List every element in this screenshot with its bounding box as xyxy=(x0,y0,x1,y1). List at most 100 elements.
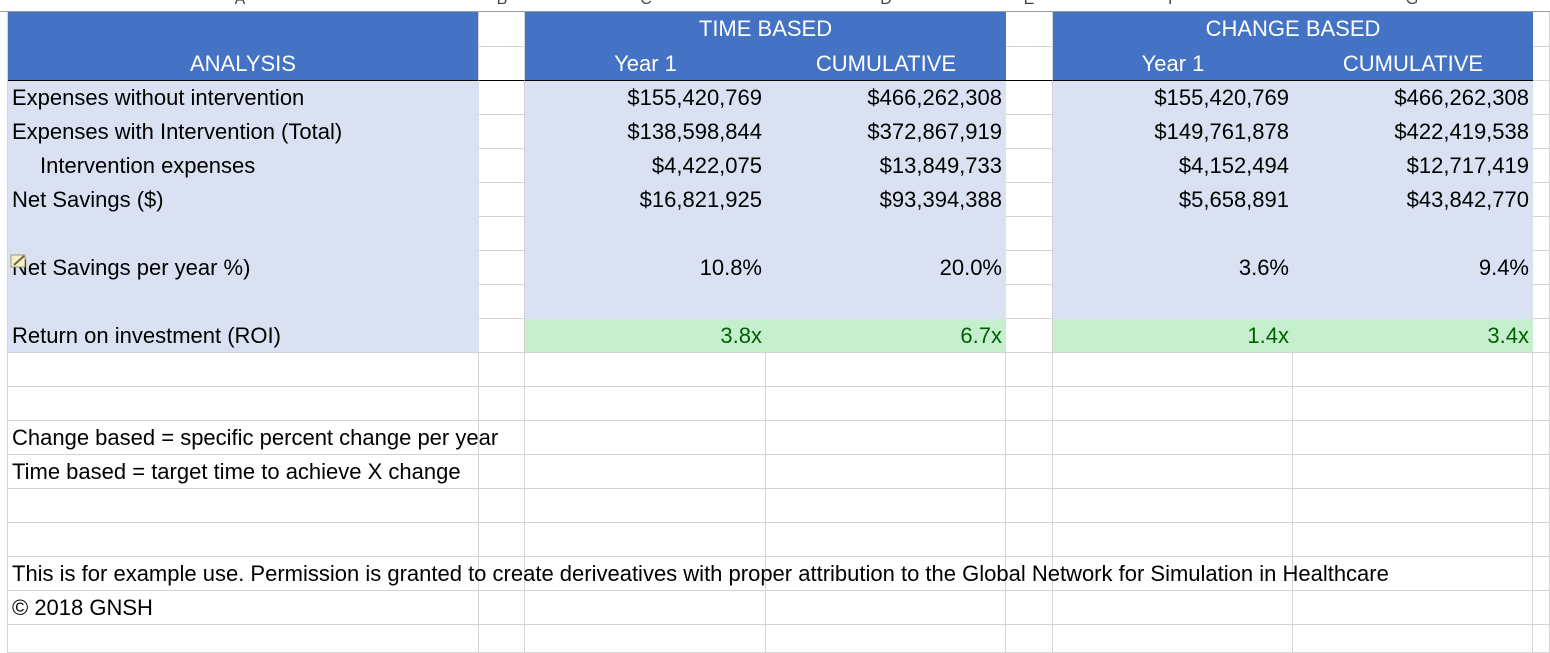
cell-b5[interactable] xyxy=(479,149,525,183)
cell-a7[interactable] xyxy=(8,217,479,251)
grid-cell[interactable] xyxy=(1293,557,1533,591)
note-time-based[interactable]: Time based = target time to achieve X ch… xyxy=(12,459,461,484)
grid-cell[interactable] xyxy=(766,455,1006,489)
grid-cell[interactable] xyxy=(1053,421,1293,455)
grid-cell[interactable] xyxy=(766,523,1006,557)
row-label-expenses-without[interactable]: Expenses without intervention xyxy=(8,81,479,115)
grid-cell[interactable] xyxy=(766,353,1006,387)
cb-year1-expenses-without[interactable]: $155,420,769 xyxy=(1053,81,1293,115)
grid-cell[interactable] xyxy=(525,591,766,625)
grid-cell[interactable] xyxy=(1006,523,1053,557)
row-label-intervention-expenses[interactable]: Intervention expenses xyxy=(8,149,479,183)
grid-cell[interactable] xyxy=(1533,489,1550,523)
note-change-based[interactable]: Change based = specific percent change p… xyxy=(12,425,499,450)
grid-cell[interactable] xyxy=(1006,353,1053,387)
grid-cell[interactable] xyxy=(525,421,766,455)
grid-cell[interactable] xyxy=(479,489,525,523)
tb-year1-net-savings[interactable]: $16,821,925 xyxy=(525,183,766,217)
grid-cell[interactable] xyxy=(1533,523,1550,557)
grid-cell[interactable] xyxy=(479,353,525,387)
cell-b3[interactable] xyxy=(479,81,525,115)
cell-a9[interactable] xyxy=(8,285,479,319)
tb-cum-expenses-without[interactable]: $466,262,308 xyxy=(766,81,1006,115)
grid-cell[interactable] xyxy=(479,421,525,455)
row-label-roi[interactable]: Return on investment (ROI) xyxy=(8,319,479,353)
grid-cell[interactable] xyxy=(1053,387,1293,421)
grid-cell[interactable] xyxy=(1533,387,1550,421)
cell-e1[interactable] xyxy=(1006,12,1053,47)
grid-cell[interactable] xyxy=(1053,455,1293,489)
cell-h4[interactable] xyxy=(1533,115,1550,149)
cell-h6[interactable] xyxy=(1533,183,1550,217)
tb-cum-net-savings-percent[interactable]: 20.0% xyxy=(766,251,1006,285)
grid-cell[interactable] xyxy=(479,557,525,591)
cell-h8[interactable] xyxy=(1533,251,1550,285)
grid-cell[interactable] xyxy=(766,421,1006,455)
cell-b2[interactable] xyxy=(479,47,525,81)
cell-e4[interactable] xyxy=(1006,115,1053,149)
grid-cell[interactable] xyxy=(8,421,479,455)
grid-cell[interactable] xyxy=(1533,353,1550,387)
grid-cell[interactable] xyxy=(1053,523,1293,557)
cell-e8[interactable] xyxy=(1006,251,1053,285)
grid-cell[interactable] xyxy=(1053,557,1293,591)
grid-cell[interactable] xyxy=(1006,421,1053,455)
cb-cum-roi[interactable]: 3.4x xyxy=(1293,319,1533,353)
cell-e7[interactable] xyxy=(1006,217,1053,251)
column-letter-b[interactable]: B xyxy=(482,0,522,9)
grid-cell[interactable] xyxy=(479,455,525,489)
tb-year1-expenses-without[interactable]: $155,420,769 xyxy=(525,81,766,115)
column-letter-e[interactable]: E xyxy=(1009,0,1049,9)
grid-cell[interactable] xyxy=(1006,489,1053,523)
cell-b10[interactable] xyxy=(479,319,525,353)
grid-cell[interactable] xyxy=(8,557,479,591)
grid-cell[interactable] xyxy=(8,489,479,523)
cell-b1[interactable] xyxy=(479,12,525,47)
cb-year1-net-savings-percent[interactable]: 3.6% xyxy=(1053,251,1293,285)
cell-e6[interactable] xyxy=(1006,183,1053,217)
grid-cell[interactable] xyxy=(525,489,766,523)
tb-cumulative-header[interactable]: CUMULATIVE xyxy=(766,47,1006,81)
copyright-note[interactable]: © 2018 GNSH xyxy=(12,595,153,620)
cell-b9[interactable] xyxy=(479,285,525,319)
cb-year1-intervention-expenses[interactable]: $4,152,494 xyxy=(1053,149,1293,183)
grid-cell[interactable] xyxy=(1053,591,1293,625)
cell-a1[interactable] xyxy=(8,12,479,47)
grid-cell[interactable] xyxy=(479,591,525,625)
grid-cell[interactable] xyxy=(8,387,479,421)
column-letter-d[interactable]: D xyxy=(866,0,906,9)
cell-h7[interactable] xyxy=(1533,217,1550,251)
cell-c9[interactable] xyxy=(525,285,766,319)
grid-cell[interactable] xyxy=(1293,591,1533,625)
grid-cell[interactable] xyxy=(1053,489,1293,523)
tb-year1-header[interactable]: Year 1 xyxy=(525,47,766,81)
column-letter-a[interactable]: A xyxy=(220,0,260,9)
cell-e9[interactable] xyxy=(1006,285,1053,319)
grid-cell[interactable] xyxy=(1053,625,1293,653)
tb-year1-net-savings-percent[interactable]: 10.8% xyxy=(525,251,766,285)
cell-b8[interactable] xyxy=(479,251,525,285)
grid-cell[interactable] xyxy=(1006,557,1053,591)
grid-cell[interactable] xyxy=(479,625,525,653)
grid-cell[interactable] xyxy=(1293,421,1533,455)
grid-cell[interactable] xyxy=(1533,625,1550,653)
cb-cum-net-savings[interactable]: $43,842,770 xyxy=(1293,183,1533,217)
grid-cell[interactable] xyxy=(8,523,479,557)
cb-cum-expenses-without[interactable]: $466,262,308 xyxy=(1293,81,1533,115)
cb-year1-roi[interactable]: 1.4x xyxy=(1053,319,1293,353)
grid-cell[interactable] xyxy=(479,523,525,557)
row-label-net-savings-percent[interactable]: Net Savings per year %) xyxy=(8,251,479,285)
grid-cell[interactable] xyxy=(1533,455,1550,489)
grid-cell[interactable] xyxy=(766,387,1006,421)
grid-cell[interactable] xyxy=(766,591,1006,625)
grid-cell[interactable] xyxy=(1006,455,1053,489)
cb-cum-intervention-expenses[interactable]: $12,717,419 xyxy=(1293,149,1533,183)
grid-cell[interactable] xyxy=(766,489,1006,523)
change-based-header[interactable]: CHANGE BASED xyxy=(1053,12,1533,47)
grid-cell[interactable] xyxy=(1293,353,1533,387)
cell-h2[interactable] xyxy=(1533,47,1550,81)
grid-cell[interactable] xyxy=(1293,625,1533,653)
time-based-header[interactable]: TIME BASED xyxy=(525,12,1006,47)
cell-e2[interactable] xyxy=(1006,47,1053,81)
tb-cum-intervention-expenses[interactable]: $13,849,733 xyxy=(766,149,1006,183)
